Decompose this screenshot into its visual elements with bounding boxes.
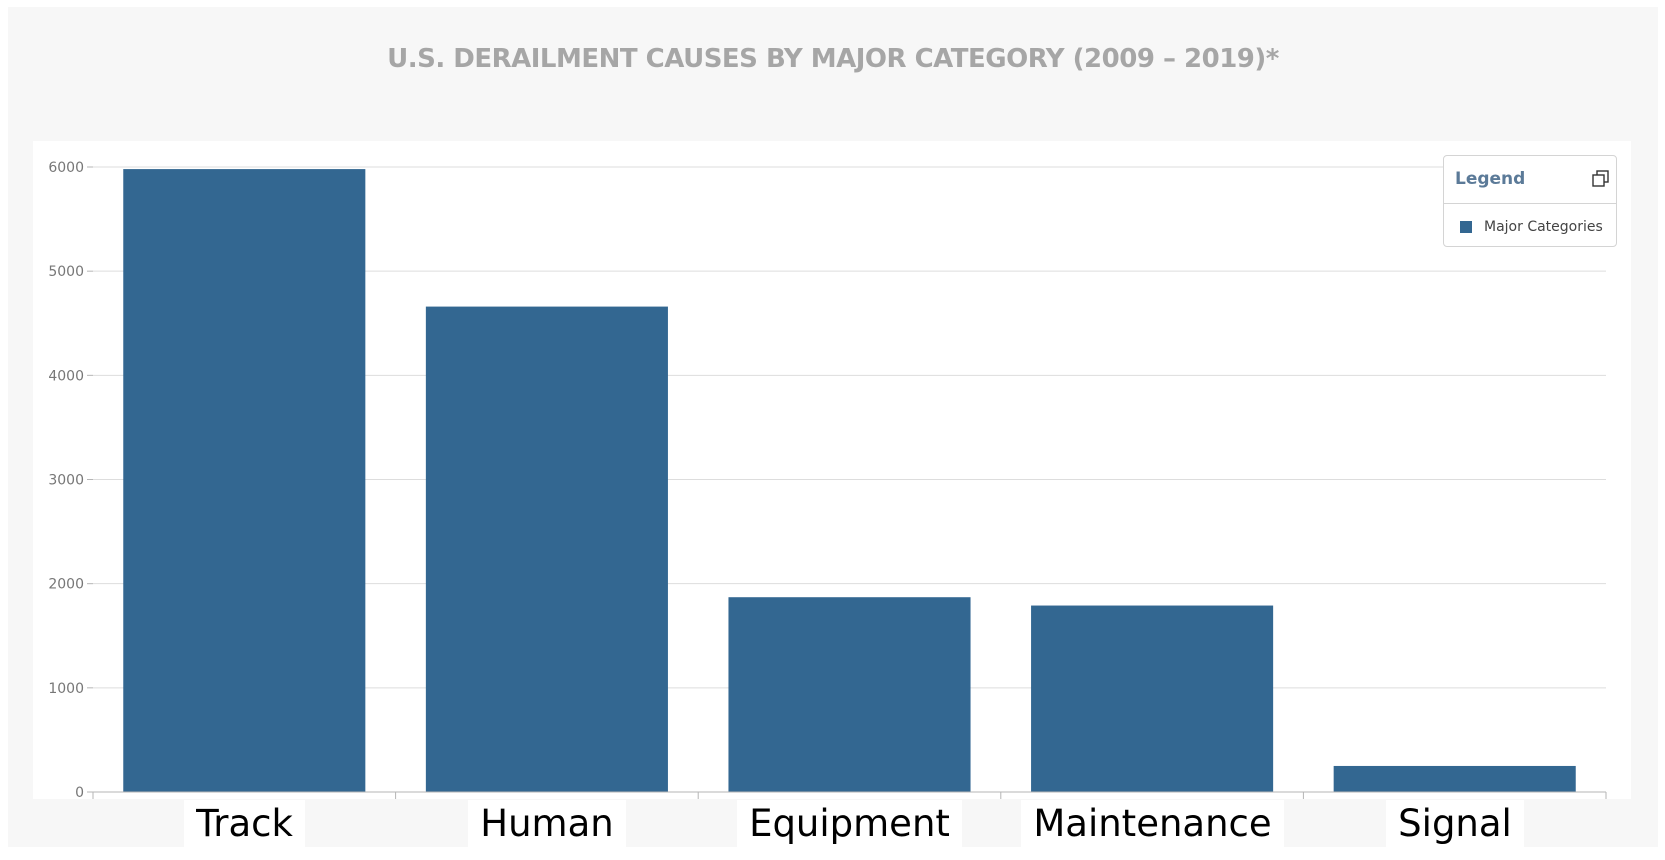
x-category-label: Track bbox=[184, 800, 305, 847]
y-tick-label: 1000 bbox=[48, 681, 84, 697]
y-tick-label: 4000 bbox=[48, 368, 84, 384]
chart-title: U.S. DERAILMENT CAUSES BY MAJOR CATEGORY… bbox=[387, 44, 1279, 74]
legend-item-label: Major Categories bbox=[1484, 219, 1603, 235]
bar bbox=[1333, 765, 1576, 792]
x-category-label: Signal bbox=[1386, 800, 1524, 847]
y-tick-label: 2000 bbox=[48, 577, 84, 593]
legend-header: Legend bbox=[1444, 156, 1616, 204]
legend-title: Legend bbox=[1455, 169, 1526, 189]
y-tick-label: 0 bbox=[75, 785, 84, 801]
x-category-label: Maintenance bbox=[1021, 800, 1284, 847]
legend-collapse-icon[interactable] bbox=[1591, 169, 1611, 189]
legend: Legend Major Categories bbox=[1443, 155, 1617, 247]
bar bbox=[425, 306, 668, 792]
y-tick-label: 6000 bbox=[48, 160, 84, 176]
x-category-label: Human bbox=[468, 800, 626, 847]
x-category-label: Equipment bbox=[737, 800, 962, 847]
legend-item[interactable]: Major Categories bbox=[1460, 219, 1603, 235]
legend-swatch bbox=[1460, 221, 1472, 233]
bar bbox=[728, 597, 971, 792]
bottom-strip bbox=[0, 847, 1665, 860]
bars bbox=[123, 169, 1576, 793]
axes: 0 1000 2000 3000 4000 5000 6000 bbox=[48, 160, 1607, 801]
y-tick-label: 3000 bbox=[48, 473, 84, 489]
bar bbox=[123, 169, 366, 793]
y-tick-label: 5000 bbox=[48, 264, 84, 280]
bar bbox=[1031, 605, 1274, 792]
